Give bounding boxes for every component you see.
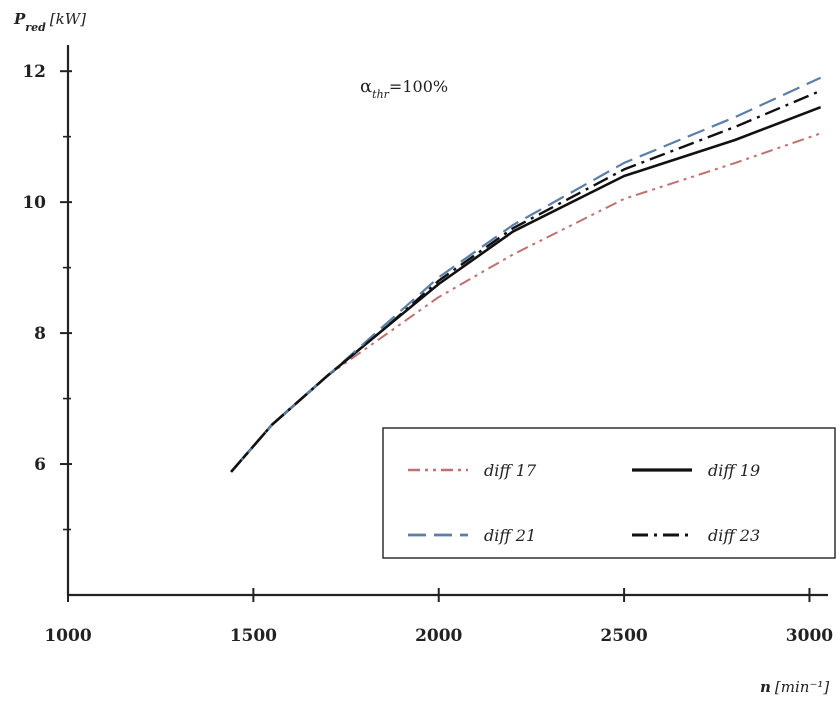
legend: diff 17 diff 19 diff 21 diff 23 xyxy=(382,427,836,559)
throttle-annotation: αthr=100% xyxy=(360,76,448,101)
annotation-value: =100% xyxy=(389,77,448,96)
y-tick-label-6: 6 xyxy=(34,455,46,475)
series-line-diff-17 xyxy=(230,132,821,473)
legend-box xyxy=(382,427,836,559)
y-axis-label-subscript: red xyxy=(25,21,46,34)
x-axis-label: n [min⁻¹] xyxy=(760,678,829,696)
legend-label-diff-17: diff 17 xyxy=(484,461,537,480)
y-tick-label-8: 8 xyxy=(34,324,46,344)
series-line-diff-23 xyxy=(230,89,822,473)
y-tick-label-10: 10 xyxy=(22,193,46,213)
series-line-diff-19 xyxy=(230,105,822,473)
x-tick-label-3000: 3000 xyxy=(786,626,833,646)
annotation-alpha: α xyxy=(360,76,372,97)
tick-layer: 1000 1500 2000 2500 3000 6 8 10 12 xyxy=(22,62,833,646)
x-tick-label-2000: 2000 xyxy=(415,626,462,646)
legend-label-diff-21: diff 21 xyxy=(484,526,536,545)
x-tick-label-1500: 1500 xyxy=(230,626,277,646)
x-axis-label-symbol: n xyxy=(760,678,771,696)
series-line-diff-21 xyxy=(230,76,822,473)
x-tick-label-2500: 2500 xyxy=(600,626,647,646)
y-axis-label-unit: [kW] xyxy=(50,10,86,28)
y-axis-label: Pred [kW] xyxy=(13,10,86,34)
x-axis-label-unit: [min⁻¹] xyxy=(775,678,829,696)
x-tick-label-1000: 1000 xyxy=(44,626,91,646)
series-layer xyxy=(230,76,822,473)
legend-label-diff-23: diff 23 xyxy=(708,526,760,545)
y-tick-label-12: 12 xyxy=(22,62,46,82)
legend-label-diff-19: diff 19 xyxy=(708,461,760,480)
annotation-subscript: thr xyxy=(372,88,390,101)
y-axis-label-symbol: P xyxy=(13,10,26,28)
